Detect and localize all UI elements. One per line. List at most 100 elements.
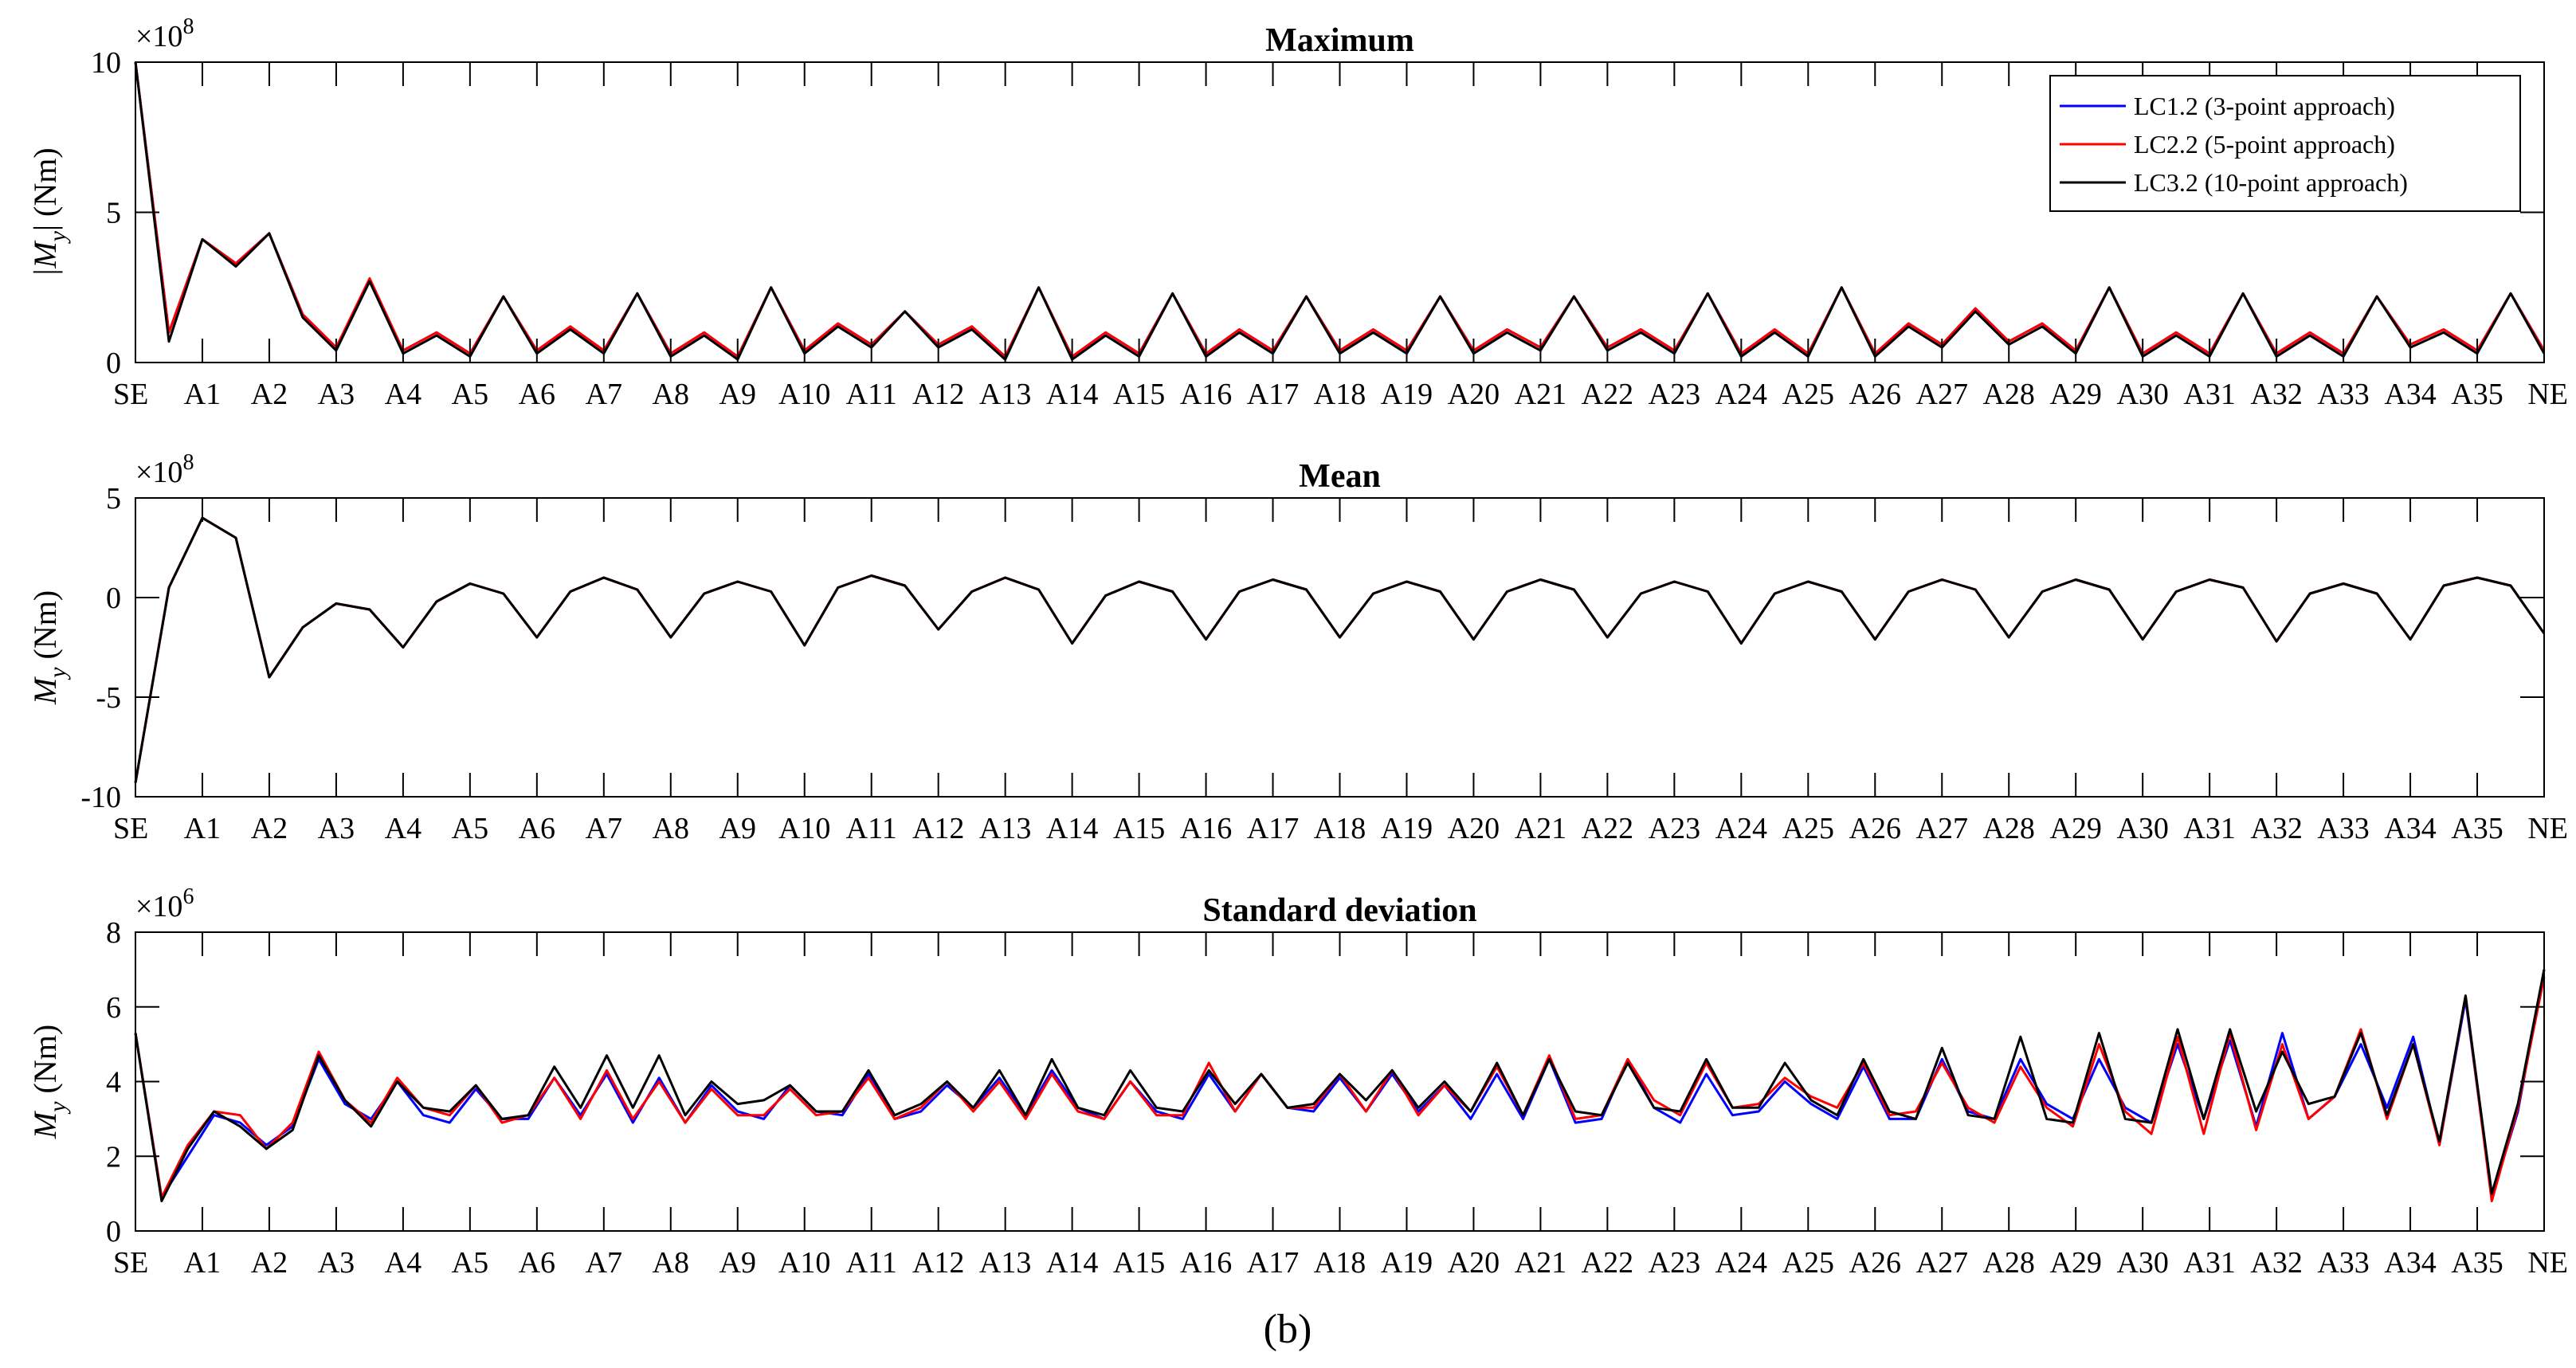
series-line-3 [134,969,2546,1202]
x-tick-label: A25 [1782,1246,1834,1280]
panel-title: Standard deviation [1202,892,1476,929]
x-tick-label: A16 [1180,1246,1232,1280]
x-tick-label: A20 [1448,378,1500,411]
x-tick-label: A31 [2183,378,2235,411]
x-tick-label: A1 [184,378,221,411]
x-tick-label: A21 [1515,1246,1566,1280]
x-tick-label: A30 [2116,812,2168,845]
x-tick-label: A14 [1046,1246,1098,1280]
x-tick-label: A15 [1113,378,1165,411]
x-tick-label: A33 [2317,1246,2369,1280]
x-tick-label: A34 [2384,378,2436,411]
x-tick-label: A24 [1715,812,1767,845]
x-tick-label: A6 [519,378,555,411]
x-tick-label: A32 [2250,1246,2302,1280]
x-tick-label: A18 [1314,1246,1366,1280]
x-tick-label: A34 [2384,1246,2436,1280]
x-tick-label: A19 [1381,812,1433,845]
y-tick-label: 5 [106,482,121,515]
x-tick-label: A33 [2317,378,2369,411]
x-tick-label: NE [2527,812,2568,845]
x-tick-label: A25 [1782,378,1834,411]
x-tick-label: A26 [1849,812,1901,845]
x-tick-label: A7 [586,812,622,845]
panel-2: Mean ×108 -10 -5 0 5 SE A1 A2 A3 A4 A5 A6 A7 A8 A9 A10 A1… [27,450,2568,845]
x-tick-label: A5 [452,812,488,845]
x-tick-label: A30 [2116,1246,2168,1280]
y-tick-label: 8 [106,916,121,950]
x-tick-label: A8 [653,1246,689,1280]
x-tick-label: A15 [1113,812,1165,845]
series-line-1 [134,516,2546,783]
x-tick-label: A3 [318,1246,355,1280]
x-tick-label: A16 [1180,378,1232,411]
x-tick-label: SE [113,812,148,845]
legend: LC1.2 (3-point approach) LC2.2 (5-point a… [2049,75,2521,212]
series-line-1 [134,969,2546,1199]
x-tick-label: A35 [2451,378,2503,411]
x-tick-label: A12 [912,378,964,411]
x-tick-label: A4 [385,1246,421,1280]
y-tick-label: 10 [91,46,121,80]
x-tick-label: A21 [1515,378,1566,411]
x-tick-label: A32 [2250,378,2302,411]
legend-label: LC2.2 (5-point approach) [2134,130,2395,159]
x-tick-label: A20 [1448,812,1500,845]
x-tick-label: A24 [1715,1246,1767,1280]
x-tick-label: A3 [318,812,355,845]
x-tick-label: A7 [586,1246,622,1280]
series-line-3 [134,516,2546,783]
x-tick-label: A31 [2183,812,2235,845]
x-tick-label: SE [113,378,148,411]
x-tick-label: A13 [979,1246,1031,1280]
y-tick-label: 0 [106,582,121,615]
y-tick-label: 0 [106,347,121,380]
x-tick-label: A26 [1849,1246,1901,1280]
y-exponent-label: ×108 [135,14,194,53]
x-tick-label: A22 [1582,812,1633,845]
x-tick-label: A12 [912,1246,964,1280]
x-tick-label: A29 [2049,812,2101,845]
x-tick-label: A1 [184,812,221,845]
y-tick-label: 5 [106,197,121,230]
x-tick-label: A2 [251,378,288,411]
x-tick-label: A11 [846,812,897,845]
x-tick-label: A10 [778,812,830,845]
x-tick-label: A9 [719,1246,756,1280]
x-tick-label: A18 [1314,378,1366,411]
x-tick-label: A7 [586,378,622,411]
x-tick-label: A14 [1046,378,1098,411]
figure-caption: (b) [1264,1307,1312,1352]
x-tick-label: A11 [846,1246,897,1280]
x-tick-label: A9 [719,812,756,845]
y-exponent-label: ×106 [135,884,194,923]
x-tick-label: A28 [1982,1246,2034,1280]
x-tick-label: A14 [1046,812,1098,845]
x-tick-label: A29 [2049,1246,2101,1280]
x-tick-label: A17 [1247,1246,1299,1280]
x-tick-label: A6 [519,812,555,845]
x-tick-label: A18 [1314,812,1366,845]
panel-title: Maximum [1265,22,1414,59]
x-tick-label: A27 [1916,378,1968,411]
x-tick-label: A23 [1649,812,1700,845]
plot-frame [135,497,2545,798]
x-tick-label: A27 [1916,812,1968,845]
x-tick-label: A33 [2317,812,2369,845]
x-tick-label: A19 [1381,1246,1433,1280]
y-axis-label: My (Nm) [27,1025,71,1139]
x-tick-label: A17 [1247,812,1299,845]
x-tick-label: A34 [2384,812,2436,845]
legend-box [2049,75,2521,212]
y-tick-label: 0 [106,1215,121,1248]
y-exponent-label: ×108 [135,450,194,489]
x-tick-label: SE [113,1246,148,1280]
y-axis-label: My (Nm) [27,590,71,705]
x-tick-label: A13 [979,378,1031,411]
x-tick-label: A22 [1582,1246,1633,1280]
x-tick-label: A27 [1916,1246,1968,1280]
x-tick-label: A16 [1180,812,1232,845]
x-tick-label: A32 [2250,812,2302,845]
